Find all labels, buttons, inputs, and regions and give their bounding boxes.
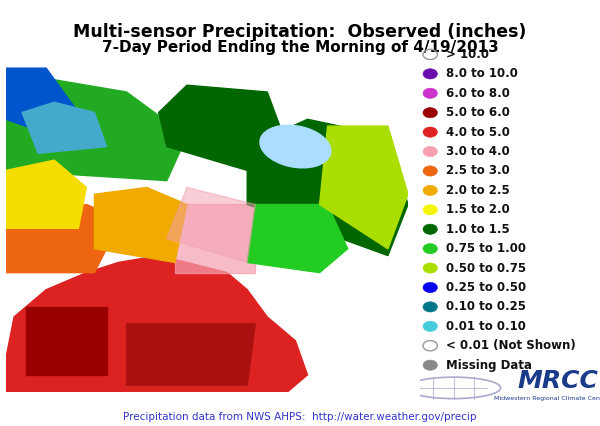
Polygon shape	[320, 126, 408, 249]
Polygon shape	[159, 85, 287, 170]
Text: 3.0 to 4.0: 3.0 to 4.0	[446, 145, 509, 158]
Text: < 0.01 (Not Shown): < 0.01 (Not Shown)	[446, 339, 575, 352]
Polygon shape	[6, 68, 79, 136]
Polygon shape	[6, 160, 86, 228]
Text: 0.01 to 0.10: 0.01 to 0.10	[446, 320, 526, 333]
Ellipse shape	[260, 125, 331, 168]
Text: 4.0 to 5.0: 4.0 to 5.0	[446, 126, 509, 138]
Text: 2.5 to 3.0: 2.5 to 3.0	[446, 164, 509, 178]
Polygon shape	[127, 324, 255, 385]
Text: Precipitation data from NWS AHPS:  http://water.weather.gov/precip: Precipitation data from NWS AHPS: http:/…	[123, 412, 477, 422]
Text: 1.0 to 1.5: 1.0 to 1.5	[446, 223, 509, 236]
Text: 0.10 to 0.25: 0.10 to 0.25	[446, 300, 526, 314]
Polygon shape	[6, 256, 308, 392]
Text: 8.0 to 10.0: 8.0 to 10.0	[446, 67, 518, 81]
Polygon shape	[22, 102, 107, 153]
Polygon shape	[175, 204, 255, 273]
Text: 0.50 to 0.75: 0.50 to 0.75	[446, 262, 526, 275]
Polygon shape	[6, 78, 187, 181]
Polygon shape	[6, 204, 127, 273]
Polygon shape	[94, 187, 187, 262]
Text: Missing Data: Missing Data	[446, 359, 532, 371]
Polygon shape	[247, 119, 408, 256]
Polygon shape	[167, 187, 255, 262]
Text: 0.25 to 0.50: 0.25 to 0.50	[446, 281, 526, 294]
Polygon shape	[247, 204, 348, 273]
Text: Multi-sensor Precipitation:  Observed (inches): Multi-sensor Precipitation: Observed (in…	[73, 23, 527, 41]
Text: MRCC: MRCC	[517, 369, 598, 393]
Text: 7-Day Period Ending the Morning of 4/19/2013: 7-Day Period Ending the Morning of 4/19/…	[101, 40, 499, 55]
Text: 1.5 to 2.0: 1.5 to 2.0	[446, 203, 509, 216]
Text: 5.0 to 6.0: 5.0 to 6.0	[446, 106, 509, 119]
Text: 0.75 to 1.00: 0.75 to 1.00	[446, 242, 526, 255]
Polygon shape	[26, 307, 107, 375]
Text: 6.0 to 8.0: 6.0 to 8.0	[446, 87, 509, 100]
Text: Midwestern Regional Climate Center: Midwestern Regional Climate Center	[494, 396, 600, 401]
Text: 2.0 to 2.5: 2.0 to 2.5	[446, 184, 509, 197]
Text: > 10.0: > 10.0	[446, 48, 489, 61]
